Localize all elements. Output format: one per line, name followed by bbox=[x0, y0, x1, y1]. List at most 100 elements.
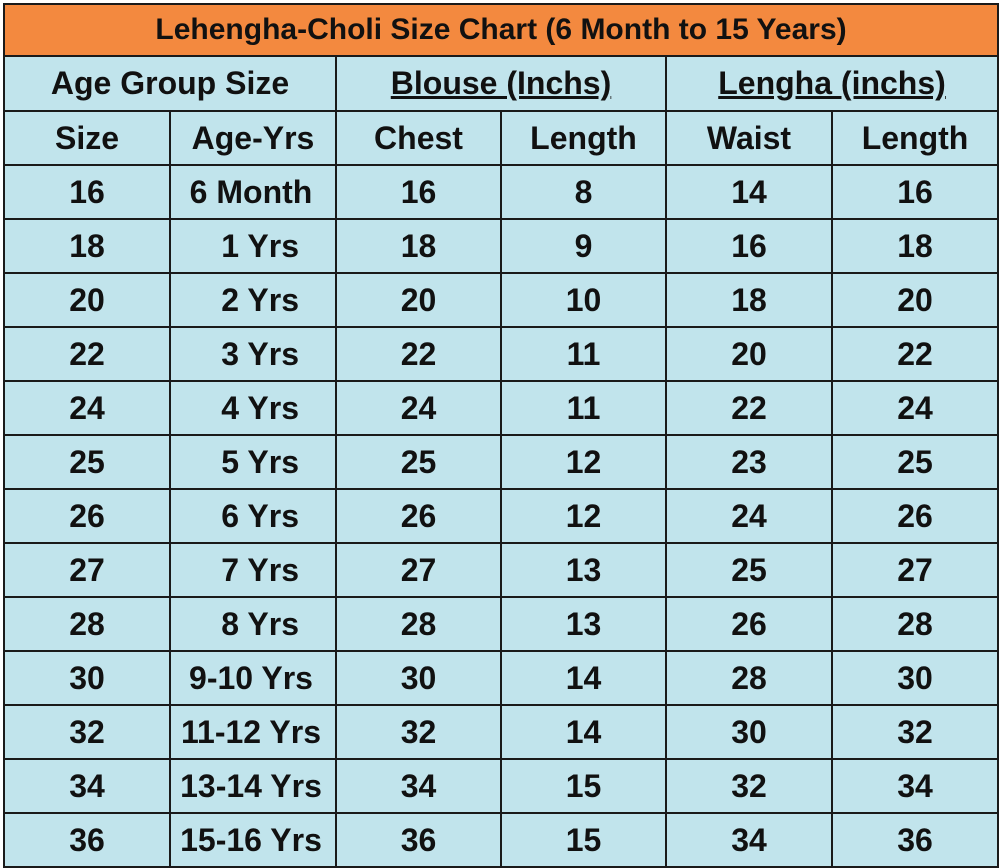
cell-size: 24 bbox=[3, 380, 171, 436]
cell-waist: 18 bbox=[665, 272, 833, 328]
group-header-row: Age Group Size Blouse (Inchs) Lengha (in… bbox=[3, 55, 1000, 112]
cell-waist: 28 bbox=[665, 650, 833, 706]
table-row: 36 15-16 Yrs 36 15 34 36 bbox=[3, 812, 1000, 868]
cell-size: 30 bbox=[3, 650, 171, 706]
cell-age: 8 Yrs bbox=[169, 596, 337, 652]
cell-size: 28 bbox=[3, 596, 171, 652]
cell-waist: 22 bbox=[665, 380, 833, 436]
cell-lengha-length: 34 bbox=[830, 758, 1000, 814]
cell-age: 13-14 Yrs bbox=[169, 758, 337, 814]
cell-size: 26 bbox=[3, 488, 171, 544]
table-row: 25 5 Yrs 25 12 23 25 bbox=[3, 434, 1000, 490]
cell-blouse-length: 14 bbox=[500, 650, 667, 706]
cell-age: 7 Yrs bbox=[169, 542, 337, 598]
cell-size: 27 bbox=[3, 542, 171, 598]
cell-chest: 25 bbox=[335, 434, 502, 490]
cell-waist: 30 bbox=[665, 704, 833, 760]
cell-age: 2 Yrs bbox=[169, 272, 337, 328]
group-header-blouse: Blouse (Inchs) bbox=[335, 55, 667, 112]
table-row: 34 13-14 Yrs 34 15 32 34 bbox=[3, 758, 1000, 814]
cell-waist: 16 bbox=[665, 218, 833, 274]
cell-chest: 28 bbox=[335, 596, 502, 652]
column-header-size: Size bbox=[3, 110, 171, 166]
table-row: 27 7 Yrs 27 13 25 27 bbox=[3, 542, 1000, 598]
cell-blouse-length: 15 bbox=[500, 812, 667, 868]
cell-chest: 26 bbox=[335, 488, 502, 544]
cell-waist: 32 bbox=[665, 758, 833, 814]
table-row: 16 6 Month 16 8 14 16 bbox=[3, 164, 1000, 220]
table-row: 28 8 Yrs 28 13 26 28 bbox=[3, 596, 1000, 652]
cell-blouse-length: 8 bbox=[500, 164, 667, 220]
cell-chest: 30 bbox=[335, 650, 502, 706]
cell-chest: 27 bbox=[335, 542, 502, 598]
cell-blouse-length: 9 bbox=[500, 218, 667, 274]
cell-age: 3 Yrs bbox=[169, 326, 337, 382]
cell-blouse-length: 14 bbox=[500, 704, 667, 760]
cell-age: 5 Yrs bbox=[169, 434, 337, 490]
cell-size: 25 bbox=[3, 434, 171, 490]
cell-lengha-length: 16 bbox=[830, 164, 1000, 220]
cell-waist: 25 bbox=[665, 542, 833, 598]
cell-chest: 36 bbox=[335, 812, 502, 868]
cell-chest: 18 bbox=[335, 218, 502, 274]
cell-blouse-length: 10 bbox=[500, 272, 667, 328]
cell-lengha-length: 28 bbox=[830, 596, 1000, 652]
cell-chest: 24 bbox=[335, 380, 502, 436]
table-row: 32 11-12 Yrs 32 14 30 32 bbox=[3, 704, 1000, 760]
cell-blouse-length: 15 bbox=[500, 758, 667, 814]
cell-waist: 20 bbox=[665, 326, 833, 382]
cell-waist: 26 bbox=[665, 596, 833, 652]
size-chart-sheet: Lehengha-Choli Size Chart (6 Month to 15… bbox=[2, 3, 1000, 868]
cell-blouse-length: 11 bbox=[500, 380, 667, 436]
table-row: 18 1 Yrs 18 9 16 18 bbox=[3, 218, 1000, 274]
chart-title: Lehengha-Choli Size Chart (6 Month to 15… bbox=[2, 3, 1000, 57]
cell-age: 9-10 Yrs bbox=[169, 650, 337, 706]
size-chart-table: Lehengha-Choli Size Chart (6 Month to 15… bbox=[2, 3, 1000, 868]
cell-size: 34 bbox=[3, 758, 171, 814]
table-row: 22 3 Yrs 22 11 20 22 bbox=[3, 326, 1000, 382]
table-row: 30 9-10 Yrs 30 14 28 30 bbox=[3, 650, 1000, 706]
cell-age: 1 Yrs bbox=[169, 218, 337, 274]
cell-waist: 34 bbox=[665, 812, 833, 868]
cell-lengha-length: 24 bbox=[830, 380, 1000, 436]
cell-lengha-length: 26 bbox=[830, 488, 1000, 544]
cell-age: 4 Yrs bbox=[169, 380, 337, 436]
column-header-age: Age-Yrs bbox=[169, 110, 337, 166]
cell-lengha-length: 18 bbox=[830, 218, 1000, 274]
cell-size: 32 bbox=[3, 704, 171, 760]
column-header-row: Size Age-Yrs Chest Length Waist Length bbox=[3, 110, 1000, 166]
cell-waist: 14 bbox=[665, 164, 833, 220]
cell-age: 6 Month bbox=[169, 164, 337, 220]
cell-chest: 22 bbox=[335, 326, 502, 382]
cell-blouse-length: 13 bbox=[500, 542, 667, 598]
cell-size: 16 bbox=[3, 164, 171, 220]
table-row: 26 6 Yrs 26 12 24 26 bbox=[3, 488, 1000, 544]
group-header-age: Age Group Size bbox=[3, 55, 337, 112]
cell-age: 15-16 Yrs bbox=[169, 812, 337, 868]
cell-age: 11-12 Yrs bbox=[169, 704, 337, 760]
cell-lengha-length: 32 bbox=[830, 704, 1000, 760]
column-header-blouse-length: Length bbox=[500, 110, 667, 166]
cell-lengha-length: 30 bbox=[830, 650, 1000, 706]
cell-size: 36 bbox=[3, 812, 171, 868]
cell-age: 6 Yrs bbox=[169, 488, 337, 544]
cell-lengha-length: 27 bbox=[830, 542, 1000, 598]
cell-size: 18 bbox=[3, 218, 171, 274]
column-header-lengha-length: Length bbox=[830, 110, 1000, 166]
cell-blouse-length: 11 bbox=[500, 326, 667, 382]
cell-blouse-length: 12 bbox=[500, 434, 667, 490]
group-header-lengha: Lengha (inchs) bbox=[664, 55, 1000, 112]
cell-size: 22 bbox=[3, 326, 171, 382]
cell-blouse-length: 12 bbox=[500, 488, 667, 544]
cell-waist: 24 bbox=[665, 488, 833, 544]
cell-chest: 16 bbox=[335, 164, 502, 220]
column-header-chest: Chest bbox=[335, 110, 502, 166]
cell-lengha-length: 36 bbox=[830, 812, 1000, 868]
cell-chest: 32 bbox=[335, 704, 502, 760]
table-row: 24 4 Yrs 24 11 22 24 bbox=[3, 380, 1000, 436]
cell-lengha-length: 25 bbox=[830, 434, 1000, 490]
title-row: Lehengha-Choli Size Chart (6 Month to 15… bbox=[2, 3, 1000, 57]
cell-lengha-length: 20 bbox=[830, 272, 1000, 328]
column-header-waist: Waist bbox=[665, 110, 833, 166]
table-row: 20 2 Yrs 20 10 18 20 bbox=[3, 272, 1000, 328]
